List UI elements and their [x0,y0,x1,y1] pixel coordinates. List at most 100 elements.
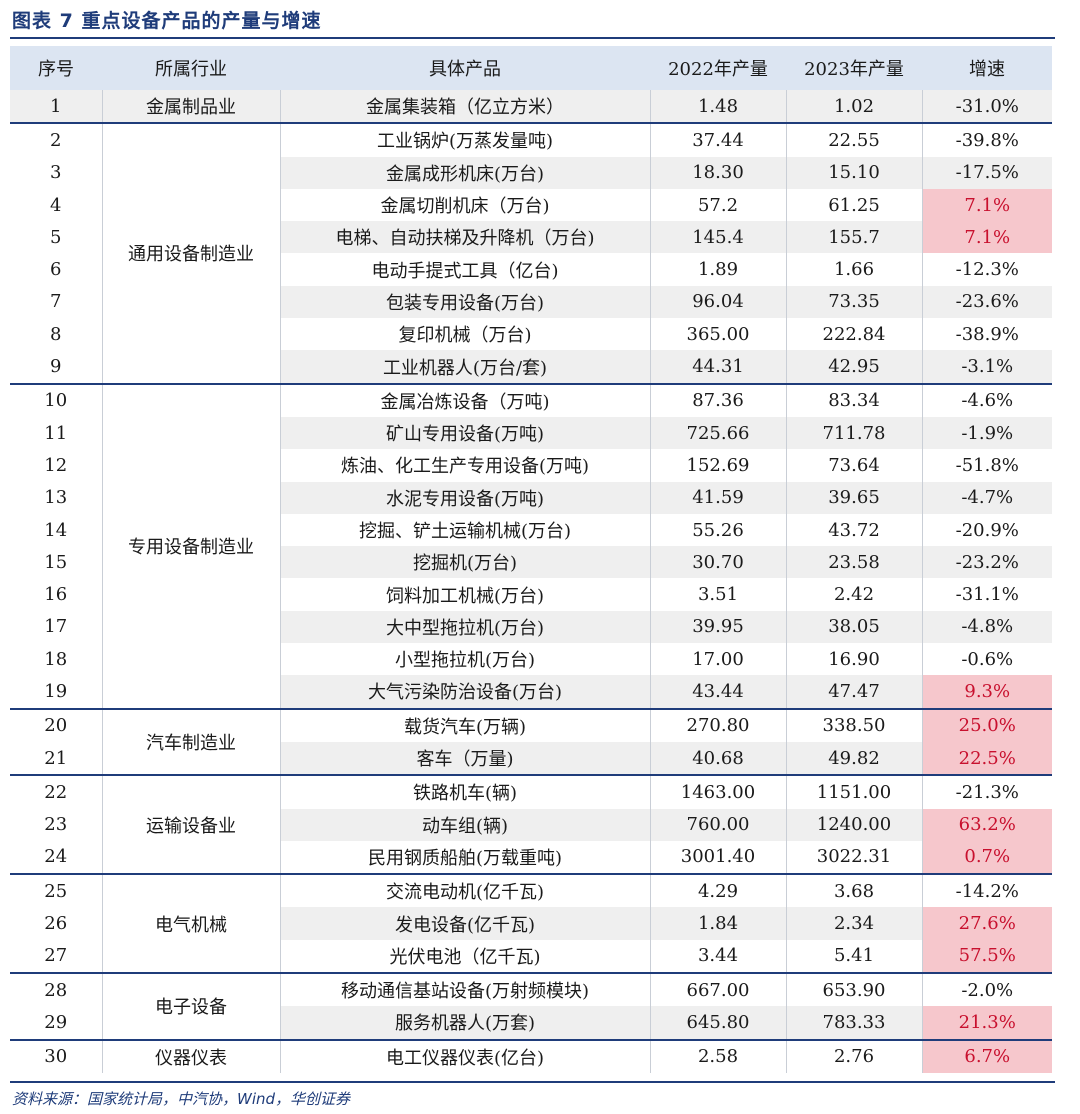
cell-product: 水泥专用设备(万吨) [280,481,651,514]
cell-seq: 25 [10,873,103,908]
cell-2022: 87.36 [650,382,787,417]
cell-2023: 22.55 [786,122,923,157]
table-row: 27 光伏电池（亿千瓦) 3.44 5.41 57.5% [10,939,1052,974]
table-row: 17 大中型拖拉机(万台) 39.95 38.05 -4.8% [10,610,1052,644]
table-row: 20 汽车制造业 载货汽车(万辆) 270.80 338.50 25.0% [10,707,1052,776]
cell-2022: 1463.00 [650,774,787,809]
cell-seq: 7 [10,285,103,319]
table-row: 29 服务机器人(万套) 645.80 783.33 21.3% [10,1006,1052,1040]
table-row: 26 发电设备(亿千瓦) 1.84 2.34 27.6% [10,907,1052,940]
table-row: 23 动车组(辆) 760.00 1240.00 63.2% [10,808,1052,841]
cell-2022: 1.84 [650,907,787,940]
cell-product: 饲料加工机械(万台) [280,578,651,611]
cell-growth: 0.7% [922,840,1052,875]
cell-2022: 37.44 [650,122,787,157]
cell-seq: 21 [10,741,103,776]
table-row: 13 水泥专用设备(万吨) 41.59 39.65 -4.7% [10,481,1052,514]
table-row: 19 大气污染防治设备(万台) 43.44 47.47 9.3% [10,675,1052,709]
cell-product: 客车（万量) [280,741,651,776]
cell-growth: 7.1% [922,188,1052,222]
cell-product: 服务机器人(万套) [280,1006,651,1040]
table-row: 24 民用钢质船舶(万载重吨) 3001.40 3022.31 0.7% [10,840,1052,875]
cell-seq: 20 [10,707,103,742]
cell-growth: 21.3% [922,1006,1052,1040]
cell-seq: 13 [10,481,103,514]
cell-seq: 6 [10,253,103,286]
table-row: 6 电动手提式工具（亿台) 1.89 1.66 -12.3% [10,253,1052,286]
cell-growth: -4.7% [922,481,1052,514]
header-2023: 2023年产量 [786,46,922,90]
cell-product: 铁路机车(辆) [280,774,651,809]
header-seq: 序号 [10,46,102,90]
cell-2022: 41.59 [650,481,787,514]
cell-growth: -39.8% [922,122,1052,157]
cell-seq: 17 [10,610,103,644]
cell-2022: 39.95 [650,610,787,644]
cell-industry: 仪器仪表 [102,1038,281,1073]
cell-2023: 49.82 [786,741,923,776]
cell-2022: 55.26 [650,513,787,547]
cell-growth: -0.6% [961,648,1014,670]
cell-seq: 9 [10,350,103,384]
cell-2023: 16.90 [786,643,923,676]
table-row: 8 复印机械（万台) 365.00 222.84 -38.9% [10,318,1052,351]
cell-2023: 61.25 [786,188,923,222]
cell-seq: 30 [10,1038,103,1073]
cell-2022: 145.4 [650,221,787,254]
cell-growth: 57.5% [922,939,1052,974]
cell-2023: 3.68 [786,873,923,908]
cell-seq: 5 [10,221,103,254]
cell-seq: 10 [10,382,103,417]
cell-growth: 6.7% [922,1038,1052,1073]
header-industry: 所属行业 [102,46,280,90]
cell-2023: 23.58 [786,546,923,579]
cell-2022: 3.51 [650,578,787,611]
cell-seq: 2 [10,122,103,157]
table-row: 21 客车（万量) 40.68 49.82 22.5% [10,741,1052,776]
cell-2023: 338.50 [786,707,923,742]
cell-growth: -38.9% [955,323,1019,345]
cell-2023: 1.66 [786,253,923,286]
cell-product: 小型拖拉机(万台) [280,643,651,676]
cell-2023: 2.42 [786,578,923,611]
cell-growth: -31.1% [955,584,1019,606]
cell-product: 包装专用设备(万台) [280,285,651,319]
cell-2022: 4.29 [650,873,787,908]
table-row: 1 金属制品业 金属集装箱（亿立方米） 1.48 1.02 -31.0% [10,90,1052,124]
cell-seq: 24 [10,840,103,875]
table-row: 18 小型拖拉机(万台) 17.00 16.90 -0.6% [10,643,1052,676]
cell-2022: 17.00 [650,643,787,676]
cell-growth: -23.2% [922,546,1052,579]
cell-seq: 3 [10,156,103,189]
cell-2022: 57.2 [650,188,787,222]
table-row: 9 工业机器人(万台/套) 44.31 42.95 -3.1% [10,350,1052,384]
cell-growth: -3.1% [922,350,1052,384]
cell-seq: 27 [10,939,103,974]
cell-product: 金属集装箱（亿立方米） [280,90,651,124]
bottom-rule [10,1081,1055,1083]
cell-product: 电动手提式工具（亿台) [280,253,651,286]
cell-product: 炼油、化工生产专用设备(万吨) [280,449,651,482]
cell-2023: 73.35 [786,285,923,319]
cell-growth: -4.8% [922,610,1052,644]
table-row: 25 电气机械 交流电动机(亿千瓦) 4.29 3.68 -14.2% [10,873,1052,974]
cell-growth: -1.9% [922,416,1052,450]
cell-product: 矿山专用设备(万吨) [280,416,651,450]
header-product: 具体产品 [280,46,650,90]
cell-growth: 9.3% [922,675,1052,709]
cell-product: 电工仪器仪表(亿台) [280,1038,651,1073]
cell-industry: 金属制品业 [102,90,281,124]
cell-2023: 43.72 [786,513,923,547]
cell-industry: 通用设备制造业 [102,122,281,384]
cell-industry: 电气机械 [102,873,281,974]
cell-2023: 1151.00 [786,774,923,809]
cell-2022: 3001.40 [650,840,787,875]
cell-product: 交流电动机(亿千瓦) [280,873,651,908]
cell-product: 复印机械（万台) [280,318,651,351]
cell-2022: 44.31 [650,350,787,384]
production-table: 序号 所属行业 具体产品 2022年产量 2023年产量 增速 1 金属制品业 金属… [10,46,1052,1073]
cell-product: 大气污染防治设备(万台) [280,675,651,709]
cell-2023: 783.33 [786,1006,923,1040]
cell-product: 工业机器人(万台/套) [280,350,651,384]
cell-product: 金属成形机床(万台) [280,156,651,189]
